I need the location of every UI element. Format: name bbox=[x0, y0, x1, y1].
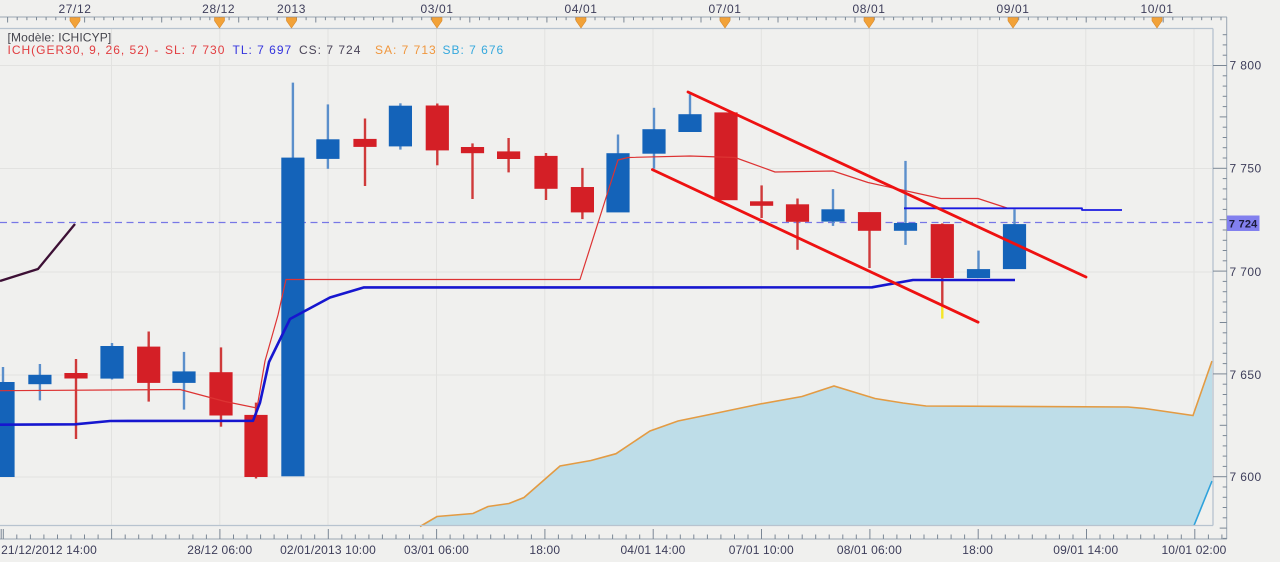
svg-text:SB: 7 676: SB: 7 676 bbox=[443, 43, 505, 57]
svg-text:TL: 7 697: TL: 7 697 bbox=[233, 43, 293, 57]
svg-text:7 750: 7 750 bbox=[1230, 162, 1262, 176]
svg-text:2013: 2013 bbox=[277, 2, 306, 16]
svg-text:28/12 06:00: 28/12 06:00 bbox=[187, 543, 252, 557]
svg-text:27/12: 27/12 bbox=[58, 2, 91, 16]
svg-text:7 700: 7 700 bbox=[1230, 265, 1262, 279]
svg-text:SA: 7 713: SA: 7 713 bbox=[375, 43, 437, 57]
svg-text:02/01/2013 10:00: 02/01/2013 10:00 bbox=[280, 543, 376, 557]
svg-text:08/01: 08/01 bbox=[852, 2, 885, 16]
svg-text:7 800: 7 800 bbox=[1230, 59, 1262, 73]
svg-text:18:00: 18:00 bbox=[962, 543, 993, 557]
svg-text:07/01 10:00: 07/01 10:00 bbox=[729, 543, 794, 557]
svg-text:10/01: 10/01 bbox=[1140, 2, 1173, 16]
svg-text:08/01 06:00: 08/01 06:00 bbox=[837, 543, 902, 557]
svg-text:21/12/2012 14:00: 21/12/2012 14:00 bbox=[1, 543, 97, 557]
svg-text:04/01 14:00: 04/01 14:00 bbox=[620, 543, 685, 557]
svg-text:03/01: 03/01 bbox=[420, 2, 453, 16]
svg-text:[Modèle: ICHICYP]: [Modèle: ICHICYP] bbox=[8, 31, 112, 45]
svg-text:18:00: 18:00 bbox=[529, 543, 560, 557]
svg-text:07/01: 07/01 bbox=[708, 2, 741, 16]
svg-text:CS: 7 724: CS: 7 724 bbox=[299, 43, 361, 57]
svg-text:SL: 7 730: SL: 7 730 bbox=[165, 43, 225, 57]
svg-text:7 650: 7 650 bbox=[1230, 368, 1262, 382]
svg-text:10/01 02:00: 10/01 02:00 bbox=[1161, 543, 1226, 557]
svg-text:7 600: 7 600 bbox=[1230, 470, 1262, 484]
svg-text:03/01 06:00: 03/01 06:00 bbox=[404, 543, 469, 557]
svg-text:09/01: 09/01 bbox=[996, 2, 1029, 16]
svg-text:09/01 14:00: 09/01 14:00 bbox=[1053, 543, 1118, 557]
svg-text:ICH(GER30, 9, 26, 52) -: ICH(GER30, 9, 26, 52) - bbox=[8, 43, 160, 57]
svg-text:04/01: 04/01 bbox=[564, 2, 597, 16]
svg-text:7 724: 7 724 bbox=[1229, 219, 1258, 231]
svg-text:28/12: 28/12 bbox=[202, 2, 235, 16]
